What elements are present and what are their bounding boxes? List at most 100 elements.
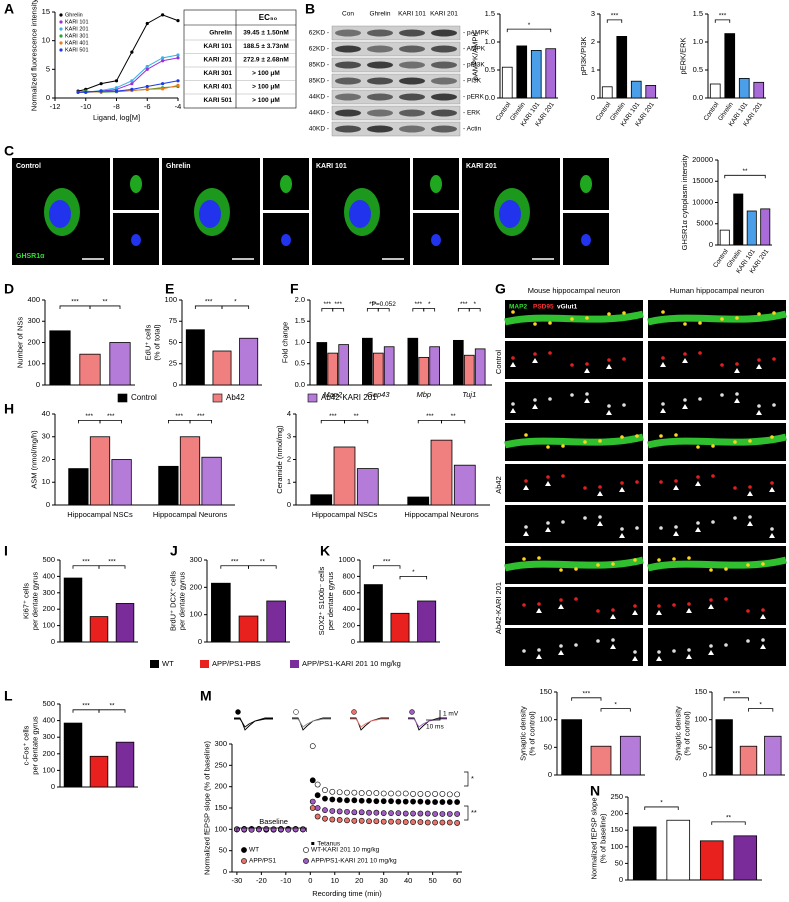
puncta (607, 404, 611, 408)
puncta (598, 515, 602, 519)
blot-protein: - AMPK (463, 46, 486, 53)
puncta (583, 486, 587, 490)
y-axis-label: Ceramide (nmol/mg) (275, 425, 284, 494)
significance-label: *** (175, 413, 183, 420)
blot-strip (331, 121, 461, 137)
puncta (733, 486, 737, 490)
arrowhead (682, 404, 688, 409)
y-tick-label: 300 (214, 739, 227, 748)
y-tick-label: 0 (173, 380, 177, 389)
nucleus-stain (199, 200, 221, 228)
arrowhead (545, 527, 551, 532)
data-point (278, 826, 284, 833)
data-point (145, 84, 149, 89)
arrowhead (510, 362, 516, 367)
blot-protein: - pPI3K (463, 62, 485, 69)
blot-band (335, 61, 361, 69)
data-point (366, 790, 372, 796)
annotation: Baseline (259, 817, 288, 826)
blot-band (431, 93, 457, 101)
puncta (735, 392, 739, 396)
puncta (583, 516, 587, 520)
puncta (524, 525, 528, 529)
x-tick-label: 60 (453, 876, 461, 885)
arrowhead (597, 521, 603, 526)
data-point (351, 817, 358, 824)
significance-bracket (98, 565, 126, 569)
puncta (561, 474, 565, 478)
trace-marker (235, 709, 241, 715)
puncta (574, 597, 578, 601)
data-point (176, 56, 180, 60)
data-point (358, 797, 365, 804)
significance-bracket (89, 305, 121, 309)
puncta (711, 444, 715, 448)
dendrite (504, 433, 644, 449)
data-point (402, 819, 409, 825)
puncta (570, 317, 574, 321)
data-point (395, 790, 402, 797)
sig-bracket (464, 805, 469, 821)
cell-stain (580, 175, 592, 193)
y-tick-label: 0 (36, 380, 40, 389)
puncta (757, 312, 761, 316)
blot-protein: - Actin (463, 126, 481, 133)
data-point (366, 818, 372, 825)
table-cell: Ghrelin (209, 30, 232, 37)
bar (632, 826, 657, 881)
data-point (314, 813, 321, 820)
significance-label: P=0.052 (372, 301, 397, 308)
arrowhead (673, 485, 679, 490)
y-axis-label: ASM (nmol/mg/h) (30, 430, 39, 489)
y-tick-label: 0.5 (693, 65, 703, 74)
puncta (674, 433, 678, 437)
y-tick-label: 30 (42, 432, 50, 441)
trace-marker (409, 709, 415, 715)
data-point (336, 789, 343, 796)
y-tick-label: 20 (42, 454, 50, 463)
puncta (635, 526, 639, 530)
arrowhead (532, 358, 538, 363)
y-tick-label: 10000 (692, 197, 713, 206)
micrograph (505, 341, 643, 379)
significance-label: *** (414, 301, 422, 308)
micrograph (505, 382, 643, 420)
puncta (683, 352, 687, 356)
nucleus-stain (49, 200, 71, 228)
puncta (720, 317, 724, 321)
data-point (388, 790, 394, 797)
table-cell: 39.45 ± 1.50nM (243, 30, 288, 37)
blot-band (367, 93, 393, 101)
bar (474, 348, 486, 386)
legend-swatch (117, 393, 128, 403)
y-axis-label: pAMPK/AMPK (470, 32, 479, 81)
blot-strip (331, 57, 461, 73)
data-point (329, 796, 336, 803)
blot-band (431, 29, 457, 37)
significance-bracket (332, 308, 345, 312)
bar (363, 584, 383, 643)
puncta (657, 558, 661, 562)
data-point (130, 82, 134, 86)
puncta (524, 479, 528, 483)
legend-label: APP/PS1-KARI 201 10 mg/kg (311, 858, 397, 865)
puncta (770, 435, 774, 439)
arrowhead (708, 604, 714, 609)
bar (407, 496, 430, 506)
y-tick-label: 100 (27, 359, 40, 368)
puncta (537, 602, 541, 606)
legend-label: Ab42-KARI 201 (321, 393, 377, 402)
arrowhead (606, 364, 612, 369)
y-tick-label: 2 (287, 454, 291, 463)
y-tick-label: 2.0 (295, 295, 305, 304)
y-tick-label: 10 (42, 477, 50, 486)
puncta (757, 404, 761, 408)
bar (79, 353, 101, 386)
data-point (417, 791, 424, 797)
significance-label: *** (719, 13, 727, 20)
puncta (633, 558, 637, 562)
bar (390, 612, 410, 643)
data-point (454, 799, 461, 805)
data-point (309, 777, 316, 784)
puncta (772, 357, 776, 361)
